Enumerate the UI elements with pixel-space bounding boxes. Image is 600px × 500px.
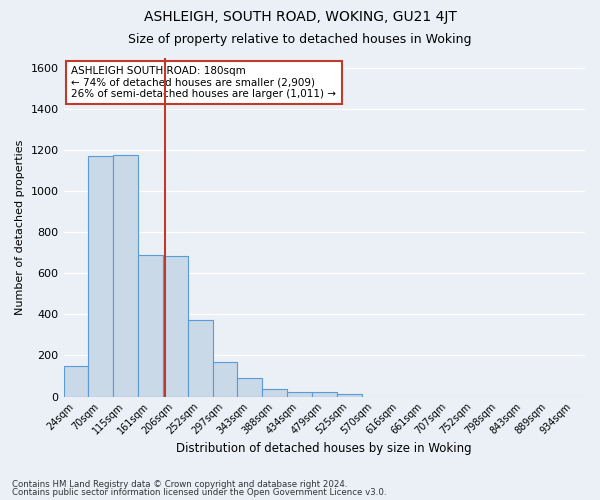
Text: Contains public sector information licensed under the Open Government Licence v3: Contains public sector information licen… bbox=[12, 488, 386, 497]
X-axis label: Distribution of detached houses by size in Woking: Distribution of detached houses by size … bbox=[176, 442, 472, 455]
Y-axis label: Number of detached properties: Number of detached properties bbox=[15, 140, 25, 314]
Bar bbox=[88, 156, 113, 396]
Text: Contains HM Land Registry data © Crown copyright and database right 2024.: Contains HM Land Registry data © Crown c… bbox=[12, 480, 347, 489]
Bar bbox=[287, 392, 312, 396]
Bar bbox=[212, 362, 238, 396]
Bar bbox=[163, 256, 188, 396]
Bar bbox=[337, 394, 362, 396]
Text: ASHLEIGH SOUTH ROAD: 180sqm
← 74% of detached houses are smaller (2,909)
26% of : ASHLEIGH SOUTH ROAD: 180sqm ← 74% of det… bbox=[71, 66, 337, 99]
Text: Size of property relative to detached houses in Woking: Size of property relative to detached ho… bbox=[128, 32, 472, 46]
Bar bbox=[113, 155, 138, 396]
Text: ASHLEIGH, SOUTH ROAD, WOKING, GU21 4JT: ASHLEIGH, SOUTH ROAD, WOKING, GU21 4JT bbox=[143, 10, 457, 24]
Bar bbox=[188, 320, 212, 396]
Bar bbox=[138, 255, 163, 396]
Bar bbox=[238, 378, 262, 396]
Bar bbox=[312, 392, 337, 396]
Bar bbox=[262, 390, 287, 396]
Bar bbox=[64, 366, 88, 396]
